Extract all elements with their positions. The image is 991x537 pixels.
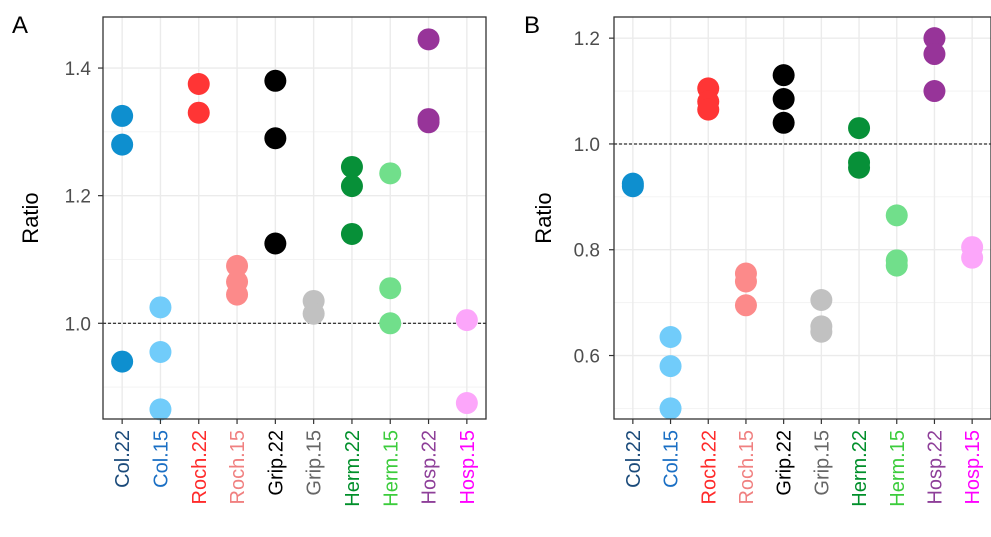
data-point-roch-22 [187, 101, 210, 124]
x-tick-label: Col.22 [623, 430, 645, 488]
x-tick-label: Col.15 [661, 430, 683, 488]
x-tick-label: Roch.22 [698, 430, 720, 505]
data-point-col-15 [149, 341, 172, 363]
data-point-col-15 [659, 326, 682, 349]
x-tick-label: Roch.15 [227, 430, 249, 505]
x-tick-label: Col.22 [112, 430, 134, 488]
data-point-hosp-22 [923, 27, 946, 50]
x-tick-label: Hosp.15 [962, 430, 984, 505]
panel-tag: A [12, 12, 28, 39]
data-point-grip-15 [302, 302, 325, 325]
x-tick-label: Grip.15 [304, 430, 326, 496]
data-point-roch-15 [226, 283, 249, 306]
data-point-roch-15 [734, 294, 757, 317]
x-tick-label: Grip.15 [811, 430, 833, 496]
data-point-herm-22 [340, 155, 363, 178]
data-point-hosp-22 [923, 80, 946, 103]
data-point-hosp-15 [455, 309, 478, 332]
data-point-grip-22 [264, 232, 287, 255]
y-tick-label: 1.4 [65, 59, 92, 80]
data-point-col-15 [149, 398, 172, 421]
data-point-grip-22 [772, 87, 795, 110]
panel-b: 0.6 0.8 1.0 1.2 Col.22 Col.15 Roch.22 Roch.15 Gr… [524, 12, 991, 507]
x-tick-label: Herm.15 [380, 430, 402, 507]
data-point-grip-22 [264, 69, 287, 92]
data-point-herm-22 [848, 117, 871, 140]
data-point-herm-22 [340, 222, 363, 245]
data-point-herm-22 [340, 175, 363, 198]
data-point-herm-22 [848, 156, 871, 179]
data-point-col-15 [659, 355, 682, 378]
data-point-hosp-22 [417, 28, 440, 51]
data-point-grip-22 [772, 64, 795, 87]
y-tick-label: 0.6 [574, 347, 600, 368]
data-point-roch-22 [187, 73, 210, 95]
x-tick-label: Roch.15 [736, 430, 758, 505]
data-point-roch-22 [697, 98, 720, 121]
data-point-col-15 [659, 397, 682, 420]
x-tick-label: Hosp.15 [457, 430, 479, 505]
x-tick-label: Col.15 [150, 430, 172, 488]
x-tick-label: Grip.22 [774, 430, 796, 496]
y-tick-label: 1.2 [574, 29, 600, 50]
data-point-col-22 [111, 104, 134, 127]
x-tick-label: Herm.15 [887, 430, 909, 507]
data-points [111, 28, 478, 421]
data-point-grip-22 [772, 111, 795, 134]
y-axis-title: Ratio [531, 192, 556, 243]
y-tick-label: 0.8 [574, 241, 600, 262]
x-tick-label: Grip.22 [265, 430, 287, 496]
y-axis-title: Ratio [18, 192, 43, 243]
data-points [621, 27, 984, 420]
x-tick-label: Herm.22 [849, 430, 871, 507]
y-tick-label: 1.0 [574, 135, 600, 156]
data-point-grip-15 [810, 288, 833, 311]
y-tick-label: 1.0 [65, 314, 91, 335]
data-point-col-22 [111, 133, 134, 156]
x-tick-label: Herm.22 [342, 430, 364, 507]
data-point-herm-15 [379, 312, 402, 335]
data-point-herm-15 [885, 204, 908, 227]
data-point-hosp-15 [455, 392, 478, 415]
x-tick-label: Roch.22 [189, 430, 211, 505]
x-tick-label: Hosp.22 [924, 430, 946, 505]
data-point-herm-15 [885, 254, 908, 277]
data-point-herm-15 [379, 162, 402, 185]
data-point-hosp-22 [923, 43, 946, 66]
data-point-grip-15 [810, 320, 833, 343]
plot-border [102, 16, 487, 420]
data-point-grip-22 [264, 127, 287, 150]
panel-tag: B [524, 12, 540, 39]
plot-border [613, 16, 991, 420]
data-point-col-22 [111, 350, 134, 373]
data-point-col-22 [621, 175, 644, 198]
data-point-roch-15 [734, 270, 757, 293]
data-point-roch-15 [226, 254, 249, 277]
data-point-col-15 [149, 296, 172, 319]
data-point-herm-15 [379, 277, 402, 300]
data-point-hosp-15 [961, 246, 984, 269]
y-tick-label: 1.2 [65, 187, 91, 208]
panel-a: 1.0 1.2 1.4 Col.22 Col.15 Roch.22 Roch.15 Grip.… [12, 12, 487, 507]
data-point-hosp-22 [417, 111, 440, 134]
x-tick-label: Hosp.22 [419, 430, 441, 505]
